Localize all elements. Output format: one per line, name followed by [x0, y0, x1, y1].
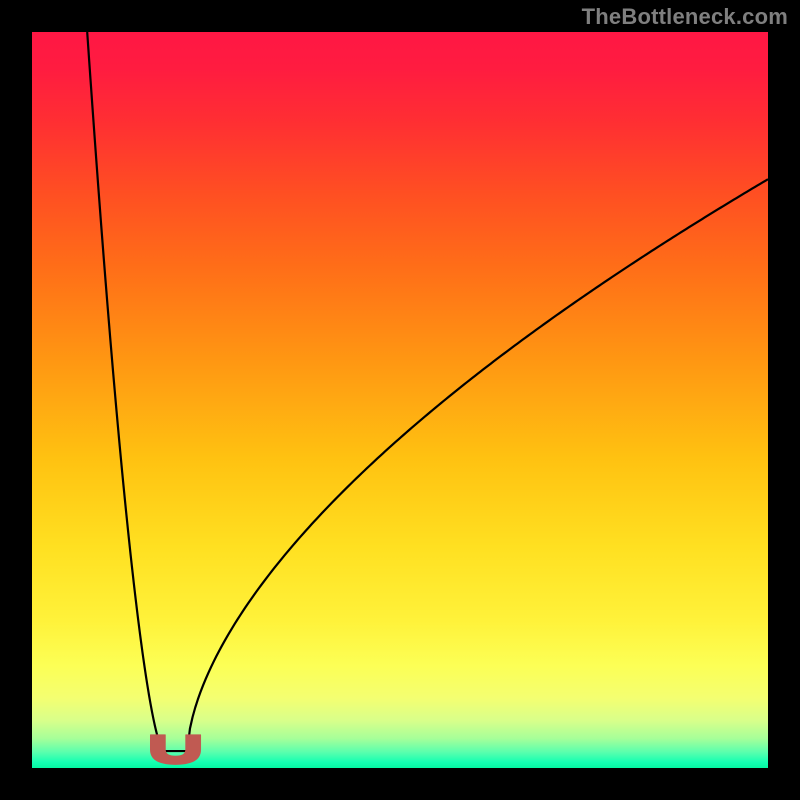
- plot-area: [32, 32, 768, 768]
- plot-svg: [32, 32, 768, 768]
- watermark-text: TheBottleneck.com: [582, 4, 788, 30]
